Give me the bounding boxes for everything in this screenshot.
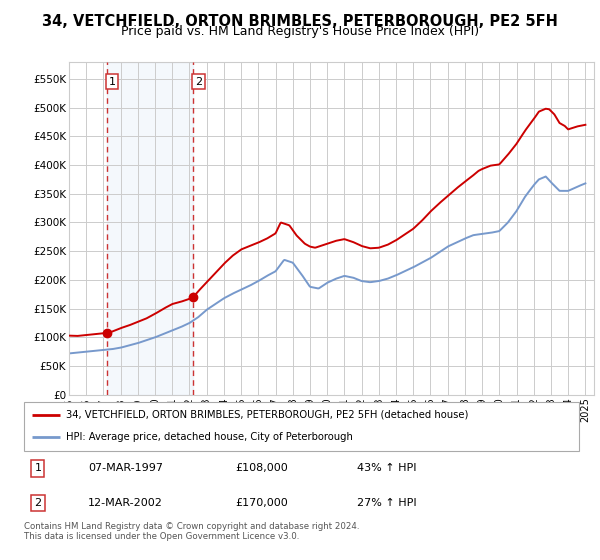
Text: 27% ↑ HPI: 27% ↑ HPI: [357, 498, 416, 508]
Text: 34, VETCHFIELD, ORTON BRIMBLES, PETERBOROUGH, PE2 5FH (detached house): 34, VETCHFIELD, ORTON BRIMBLES, PETERBOR…: [65, 410, 468, 420]
Text: 1: 1: [109, 77, 115, 87]
Text: £108,000: £108,000: [235, 464, 287, 473]
Text: Contains HM Land Registry data © Crown copyright and database right 2024.
This d: Contains HM Land Registry data © Crown c…: [24, 522, 359, 542]
Text: 07-MAR-1997: 07-MAR-1997: [88, 464, 163, 473]
Text: 12-MAR-2002: 12-MAR-2002: [88, 498, 163, 508]
Text: 43% ↑ HPI: 43% ↑ HPI: [357, 464, 416, 473]
Text: 2: 2: [195, 77, 202, 87]
Text: 34, VETCHFIELD, ORTON BRIMBLES, PETERBOROUGH, PE2 5FH: 34, VETCHFIELD, ORTON BRIMBLES, PETERBOR…: [42, 14, 558, 29]
Text: £170,000: £170,000: [235, 498, 287, 508]
Bar: [107, 62, 193, 395]
Text: 1: 1: [34, 464, 41, 473]
FancyBboxPatch shape: [24, 402, 579, 451]
Text: 2: 2: [34, 498, 41, 508]
Text: HPI: Average price, detached house, City of Peterborough: HPI: Average price, detached house, City…: [65, 432, 353, 442]
Text: Price paid vs. HM Land Registry's House Price Index (HPI): Price paid vs. HM Land Registry's House …: [121, 25, 479, 38]
